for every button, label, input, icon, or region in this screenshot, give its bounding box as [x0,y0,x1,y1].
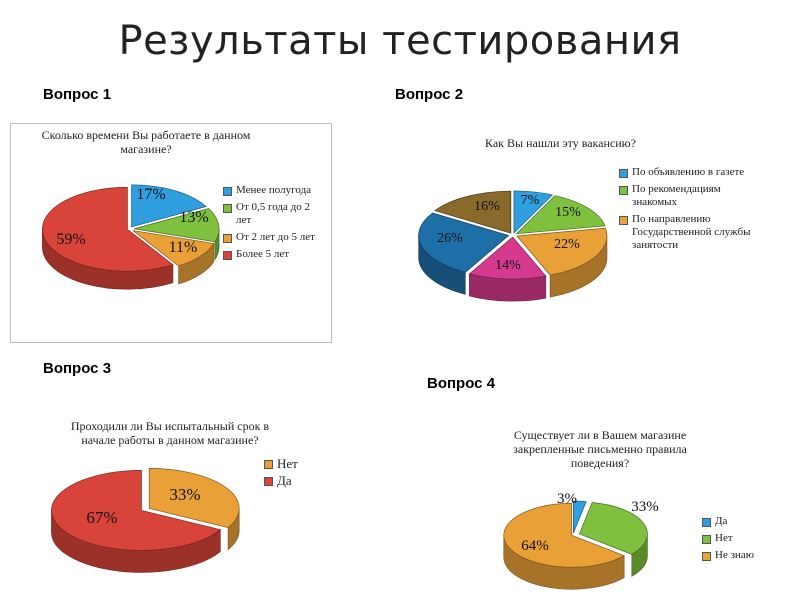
q2-slice-0 [513,190,554,234]
q4-legend-item: Не знаю [702,549,782,562]
q2-legend-item: По объявлению в газете [619,166,759,179]
chart-3-pie: 33% 67% [51,468,240,573]
q1-slice-1 [133,208,220,243]
q4-legend-swatch [702,535,711,544]
chart-1-title: Сколько времени Вы работаете в данном ма… [41,128,251,156]
q3-slice-1 [51,470,222,551]
q1-legend-label: От 0,5 года до 2 лет [236,201,310,226]
chart-3-legend: Нет Да [264,457,334,491]
q4-data-label-1: 33% [631,499,659,515]
q1-legend-label: Менее полугода [236,184,312,196]
q2-slice-5 [434,190,512,234]
q1-legend-swatch [223,251,232,260]
q4-slice-2 [503,502,625,568]
chart-4: Существует ли в Вашем магазине закреплен… [495,425,785,595]
question-2-label: Вопрос 2 [395,86,464,103]
q2-data-label-4: 26% [437,231,463,246]
q1-legend-item: От 0,5 года до 2 лет [223,201,327,227]
q4-legend-label: Нет [715,532,733,544]
q4-legend-swatch [702,518,711,527]
chart-1-pie: 17% 13% 11% 59% [42,184,220,290]
q3-legend-swatch [264,460,273,469]
q2-legend-label: По объявлению в газете [632,166,745,178]
q4-data-label-0: 3% [557,491,577,507]
q1-data-label-3: 59% [56,231,85,248]
q3-legend-item: Да [264,474,334,487]
chart-2-title: Как Вы нашли эту вакансию? [485,136,636,150]
q2-data-label-1: 15% [555,205,581,220]
q2-legend-swatch [619,186,628,195]
chart-4-pie: 3% 33% 64% [503,491,659,590]
page-title: Результаты тестирования [118,18,682,64]
q4-legend-item: Нет [702,532,782,545]
chart-2-legend: По объявлению в газете По рекомендациям з… [619,166,759,256]
q2-data-label-3: 14% [495,258,521,273]
q1-legend-swatch [223,204,232,213]
q2-legend-swatch [619,169,628,178]
q1-legend-swatch [223,234,232,243]
q2-legend-label: По направлению Государственной службы за… [632,213,751,251]
q2-legend-label: По рекомендациям знакомых [632,183,721,208]
q1-data-label-0: 17% [136,186,165,203]
chart-1-legend: Менее полугода От 0,5 года до 2 лет От 2 л… [223,184,327,265]
q2-data-label-0: 7% [521,193,540,208]
q1-slice-3 [42,186,174,272]
q2-legend-item: По рекомендациям знакомых [619,183,759,209]
q2-slice-4 [418,212,510,273]
q2-slice-2 [516,227,608,276]
q4-legend-label: Да [715,515,728,527]
chart-4-title: Существует ли в Вашем магазине закреплен… [513,428,687,470]
q1-legend-item: Менее полугода [223,184,327,197]
q3-data-label-0: 33% [169,485,200,504]
q3-legend-label: Нет [277,456,298,471]
q4-legend-label: Не знаю [715,549,754,561]
q2-slice-1 [515,195,606,235]
q3-slice-0 [148,468,240,529]
q2-data-label-2: 22% [554,237,580,252]
q1-legend-swatch [223,187,232,196]
q4-data-label-2: 64% [521,538,549,554]
chart-4-legend: Да Нет Не знаю [702,515,782,566]
q2-slice-3 [468,236,547,280]
question-1-label: Вопрос 1 [43,86,112,103]
q1-data-label-1: 13% [179,209,208,226]
q1-slice-0 [131,184,207,228]
q3-legend-label: Да [277,473,292,488]
q1-legend-label: Более 5 лет [236,248,290,260]
chart-2: Как Вы нашли эту вакансию? 7% 15% 22% 14% 26… [405,130,760,330]
question-4-label: Вопрос 4 [427,375,496,392]
q2-legend-swatch [619,216,628,225]
q3-data-label-1: 67% [86,508,117,527]
q1-legend-item: Более 5 лет [223,248,327,261]
chart-3: Проходили ли Вы испытальный срок в начал… [40,415,340,595]
q4-slice-0 [573,500,587,534]
q1-legend-label: От 2 лет до 5 лет [236,231,315,243]
q1-legend-item: От 2 лет до 5 лет [223,231,327,244]
chart-1: Сколько времени Вы работаете в данном ма… [10,123,332,343]
q2-legend-item: По направлению Государственной службы за… [619,213,759,252]
q1-slice-2 [132,230,215,267]
question-3-label: Вопрос 3 [43,360,112,377]
q2-data-label-5: 16% [474,199,500,214]
chart-3-title: Проходили ли Вы испытальный срок в начал… [70,419,270,447]
q3-legend-item: Нет [264,457,334,470]
q3-legend-swatch [264,477,273,486]
q4-legend-item: Да [702,515,782,528]
q1-data-label-2: 11% [169,239,198,256]
q4-slice-1 [578,502,648,555]
q4-legend-swatch [702,552,711,561]
chart-2-pie: 7% 15% 22% 14% 26% 16% [418,190,608,302]
